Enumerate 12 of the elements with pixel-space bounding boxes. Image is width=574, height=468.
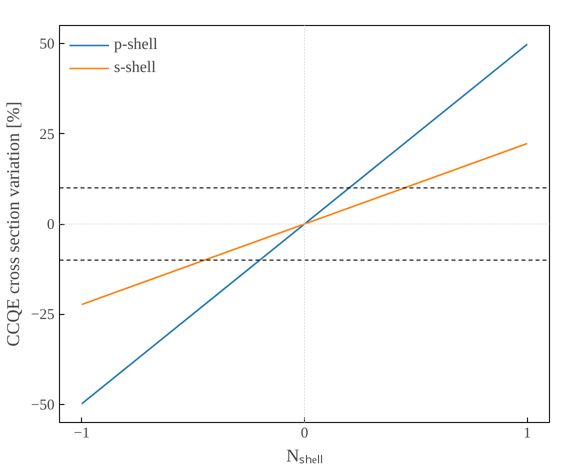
x-tick-label: −1 (74, 426, 90, 442)
y-tick-label: −50 (31, 397, 55, 414)
y-tick-label: 25 (40, 126, 54, 143)
legend-label: s-shell (114, 59, 156, 77)
x-tick-label: 1 (523, 426, 531, 442)
x-axis-title: Nₛₕₑₗₗ (286, 446, 323, 466)
x-tick-label: 0 (300, 426, 308, 442)
legend-label: p-shell (114, 36, 158, 54)
y-axis-title: CCQE cross section variation [%] (3, 102, 24, 346)
y-tick-label: −25 (31, 307, 55, 324)
y-tick-label: 0 (47, 217, 54, 233)
y-tick-label: 50 (40, 36, 54, 53)
